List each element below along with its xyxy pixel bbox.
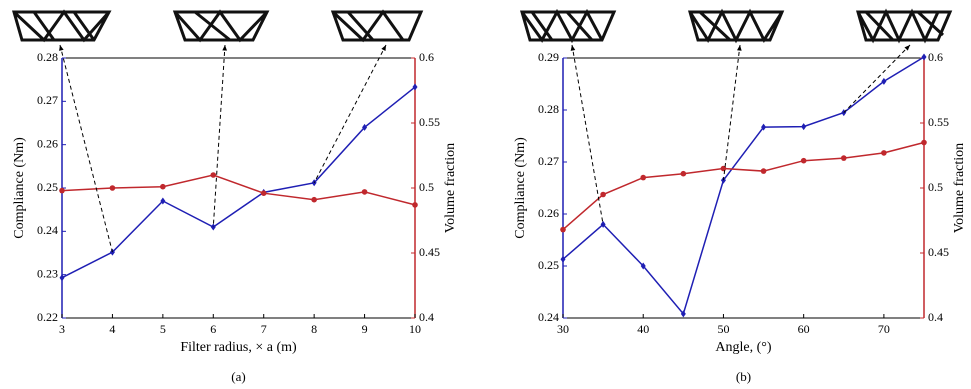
x-tick-label: 70 — [878, 322, 890, 336]
series-line — [62, 175, 415, 205]
y2-tick-label: 0.5 — [419, 180, 434, 194]
point — [311, 197, 317, 203]
y2-tick-label: 0.4 — [419, 310, 434, 324]
point — [921, 140, 927, 146]
y2-tick-label: 0.6 — [928, 50, 943, 64]
thumbnail — [14, 12, 109, 40]
annotation-arrow — [572, 45, 603, 224]
point — [59, 188, 65, 194]
caption: (b) — [736, 369, 751, 384]
y-tick-label: 0.25 — [538, 258, 559, 272]
thumbnail — [175, 12, 267, 40]
y2-tick-label: 0.45 — [419, 245, 440, 259]
x-tick-label: 40 — [637, 322, 649, 336]
series-line — [62, 87, 415, 278]
thumbnail — [333, 12, 421, 40]
annotation-arrow — [314, 45, 386, 183]
annotation-arrow — [60, 45, 112, 252]
thumbnail — [522, 12, 614, 40]
y2-tick-label: 0.55 — [419, 115, 440, 129]
thumbnail — [858, 12, 950, 40]
y-tick-label: 0.24 — [37, 223, 58, 237]
y-tick-label: 0.27 — [538, 154, 559, 168]
annotation-arrow — [844, 45, 910, 113]
x-tick-label: 9 — [362, 322, 368, 336]
y2-axis-label: Volume fraction — [443, 143, 458, 233]
x-tick-label: 5 — [160, 322, 166, 336]
y-tick-label: 0.24 — [538, 310, 559, 324]
y-axis-label: Compliance (Nm) — [12, 137, 27, 239]
point — [881, 150, 887, 156]
point — [560, 227, 566, 233]
x-tick-label: 6 — [210, 322, 216, 336]
x-tick-label: 10 — [409, 322, 421, 336]
x-tick-label: 3 — [59, 322, 65, 336]
y-tick-label: 0.25 — [37, 180, 58, 194]
x-tick-label: 30 — [557, 322, 569, 336]
y2-tick-label: 0.45 — [928, 245, 949, 259]
y2-axis-label: Volume fraction — [952, 143, 967, 233]
y-tick-label: 0.22 — [37, 310, 58, 324]
point — [761, 168, 767, 174]
series-line — [563, 143, 924, 230]
point — [110, 185, 116, 191]
y-tick-label: 0.23 — [37, 266, 58, 280]
series-line — [563, 57, 924, 314]
arrow-head — [737, 45, 742, 51]
point — [210, 172, 216, 178]
y2-tick-label: 0.6 — [419, 50, 434, 64]
x-tick-label: 8 — [311, 322, 317, 336]
x-tick-label: 50 — [717, 322, 729, 336]
y-tick-label: 0.29 — [538, 50, 559, 64]
arrow-head — [222, 45, 227, 51]
point — [261, 190, 267, 196]
point — [160, 184, 166, 190]
y-axis-label: Compliance (Nm) — [513, 137, 528, 239]
x-axis-label: Filter radius, × a (m) — [180, 340, 297, 355]
thumbnail — [690, 12, 782, 40]
point — [362, 189, 368, 195]
y-tick-label: 0.26 — [37, 136, 58, 150]
point — [412, 202, 418, 208]
y2-tick-label: 0.5 — [928, 180, 943, 194]
point — [60, 274, 65, 281]
point — [801, 158, 807, 164]
arrow-head — [381, 45, 386, 51]
y-tick-label: 0.27 — [37, 93, 58, 107]
annotation-arrow — [213, 45, 225, 227]
annotation-arrow — [723, 45, 740, 180]
point — [841, 155, 847, 161]
x-tick-label: 60 — [798, 322, 810, 336]
x-axis-label: Angle, (°) — [715, 340, 771, 355]
point — [640, 175, 646, 181]
point — [600, 192, 606, 198]
point — [922, 53, 927, 60]
figure: 3 4 5 6 7 8 9 10 0.22 0.23 0.24 0.25 0.26 0.27 0.28 0.4… — [0, 0, 971, 389]
y2-tick-label: 0.55 — [928, 115, 949, 129]
arrow-head — [904, 45, 910, 51]
y-tick-label: 0.26 — [538, 206, 559, 220]
arrow-head — [571, 45, 576, 51]
caption: (a) — [231, 369, 245, 384]
thumbnails — [14, 12, 950, 40]
point — [413, 84, 418, 91]
y-tick-label: 0.28 — [538, 102, 559, 116]
y2-tick-label: 0.4 — [928, 310, 943, 324]
point — [681, 171, 687, 177]
x-tick-label: 4 — [109, 322, 115, 336]
y-tick-label: 0.28 — [37, 50, 58, 64]
x-tick-label: 7 — [261, 322, 267, 336]
point — [801, 123, 806, 130]
point — [881, 78, 886, 85]
